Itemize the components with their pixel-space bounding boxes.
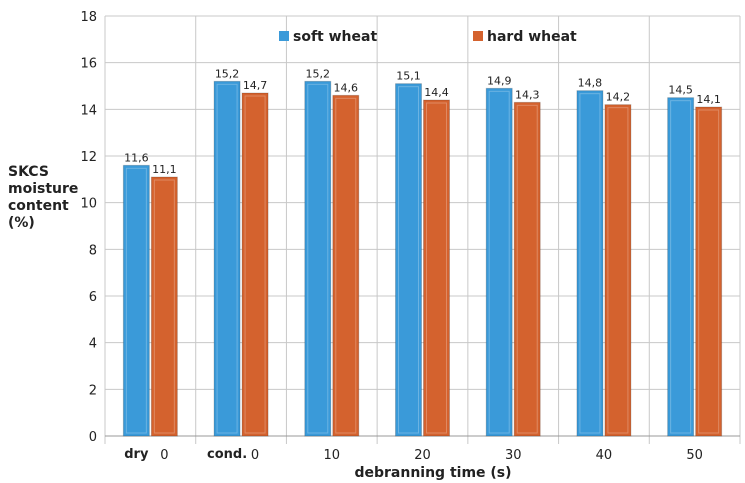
y-tick-label: 6 [89,290,97,305]
y-tick-label: 18 [80,10,97,25]
bar-hard-wheat [604,104,632,437]
bar-soft-wheat [576,90,604,437]
bar-hard-wheat [513,101,541,437]
y-axis-ticks: 0 2 4 6 8 10 12 14 16 18 [80,10,97,445]
y-tick-label: 2 [89,383,97,398]
x-tick-label: 30 [505,448,522,463]
x-tick-label: 0 [251,448,259,463]
bar-soft-wheat [122,164,150,437]
y-tick-label: 8 [89,243,97,258]
bar-highlight [153,179,175,434]
x-tick-label: 10 [324,448,341,463]
bar-hard-wheat [695,106,723,437]
bar-highlight [698,109,720,434]
y-axis-label-line-3: content [8,198,69,214]
bar-highlight [488,90,510,434]
data-label-soft-wheat: 14,5 [668,84,693,97]
gridlines [104,15,741,444]
data-labels: 11,611,115,214,715,214,615,114,414,914,3… [124,67,721,176]
data-label-soft-wheat: 11,6 [124,151,149,164]
data-label-soft-wheat: 15,1 [396,70,421,83]
x-tick-label: 20 [414,448,431,463]
y-axis-label-line-4: (%) [8,215,35,231]
x-axis-ticks: dry 0 cond. 0 10 20 30 40 50 [124,447,703,463]
x-axis-label: debranning time (s) [354,465,511,481]
bar-highlight [335,97,357,434]
bar-highlight [579,93,601,434]
bar-soft-wheat [213,80,241,437]
bar-soft-wheat [485,87,513,437]
data-label-soft-wheat: 15,2 [215,67,240,80]
x-tick-label: 40 [596,448,613,463]
bar-highlight [244,95,266,434]
x-category-label: cond. [207,447,247,462]
data-label-hard-wheat: 11,1 [152,163,177,176]
legend-label-hard-wheat: hard wheat [487,29,577,45]
bar-highlight [607,107,629,434]
bar-highlight [670,100,692,434]
data-label-hard-wheat: 14,4 [424,86,449,99]
data-label-soft-wheat: 15,2 [306,67,331,80]
legend-label-soft-wheat: soft wheat [293,29,377,45]
data-label-soft-wheat: 14,9 [487,74,512,87]
data-label-hard-wheat: 14,7 [243,79,268,92]
data-label-soft-wheat: 14,8 [578,77,603,90]
data-label-hard-wheat: 14,2 [606,91,631,104]
data-label-hard-wheat: 14,3 [515,88,540,101]
bar-highlight [125,167,147,434]
bar-highlight [307,83,329,434]
bar-soft-wheat [304,80,332,437]
y-axis-label-line-1: SKCS [8,164,49,180]
bar-hard-wheat [423,99,450,437]
y-tick-label: 12 [80,150,97,165]
data-label-hard-wheat: 14,6 [334,81,359,94]
bar-highlight [426,102,447,434]
x-tick-label: 50 [686,448,703,463]
legend-swatch-soft-wheat [279,31,289,41]
y-tick-label: 16 [80,57,97,72]
bar-hard-wheat [332,94,360,437]
x-tick-label: 0 [160,448,168,463]
x-category-label: dry [124,447,149,462]
bar-soft-wheat [395,83,422,437]
bar-highlight [398,86,419,434]
data-label-hard-wheat: 14,1 [696,93,721,106]
y-axis-label-line-2: moisture [8,181,78,197]
bars [122,80,723,437]
bar-hard-wheat [241,92,269,437]
y-tick-label: 14 [80,103,97,118]
bar-soft-wheat [667,97,695,437]
bar-highlight [216,83,238,434]
y-tick-label: 0 [89,430,97,445]
bar-hard-wheat [150,176,178,437]
bar-highlight [516,104,538,434]
y-tick-label: 10 [80,197,97,212]
legend: soft wheat hard wheat [279,29,577,45]
y-tick-label: 4 [89,337,97,352]
legend-swatch-hard-wheat [473,31,483,41]
